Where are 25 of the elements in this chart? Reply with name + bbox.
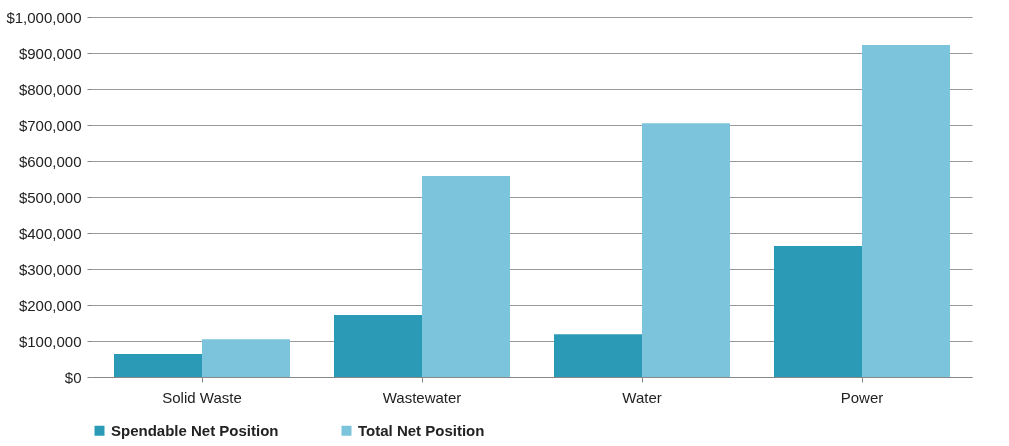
x-tick-label: Wastewater bbox=[382, 388, 462, 406]
bar bbox=[202, 339, 290, 377]
y-tick-label: $600,000 bbox=[18, 152, 82, 170]
bar bbox=[114, 353, 202, 377]
x-tick-label: Water bbox=[622, 388, 662, 406]
y-tick-label: $300,000 bbox=[18, 260, 82, 278]
y-tick-label: $800,000 bbox=[18, 80, 82, 98]
x-tick-label: Solid Waste bbox=[162, 388, 242, 406]
legend-label: Total Net Position bbox=[358, 421, 485, 439]
y-tick-label: $1,000,000 bbox=[6, 8, 82, 26]
y-tick-label: $400,000 bbox=[18, 224, 82, 242]
y-tick-label: $200,000 bbox=[18, 296, 82, 314]
legend-label: Spendable Net Position bbox=[111, 421, 279, 439]
bar bbox=[422, 176, 510, 377]
bar bbox=[774, 245, 862, 377]
bar bbox=[334, 315, 422, 377]
y-tick-label: $100,000 bbox=[18, 332, 82, 350]
y-tick-label: $500,000 bbox=[18, 188, 82, 206]
bar bbox=[642, 123, 730, 377]
y-tick-label: $700,000 bbox=[18, 116, 82, 134]
x-tick-label: Power bbox=[840, 388, 884, 406]
y-tick-label: $900,000 bbox=[18, 44, 82, 62]
y-tick-label: $0 bbox=[64, 368, 82, 386]
bar bbox=[554, 334, 642, 377]
bar bbox=[862, 45, 950, 377]
